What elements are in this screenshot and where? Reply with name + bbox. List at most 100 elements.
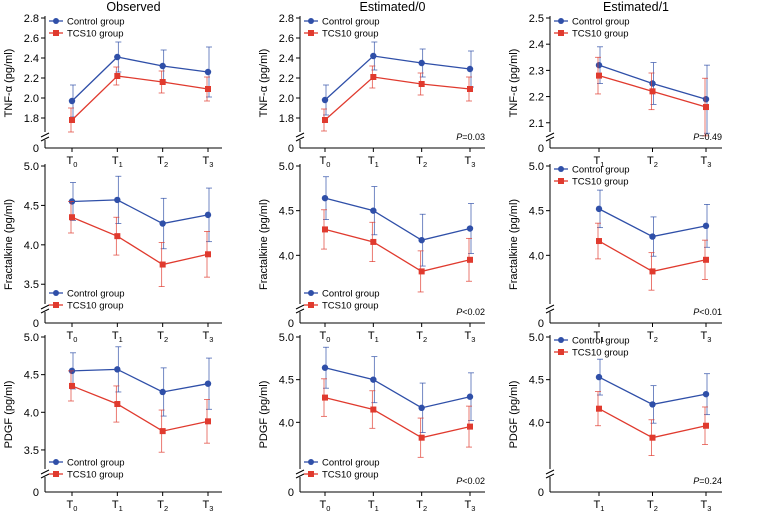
x-tick-label: T1 xyxy=(594,499,605,513)
y-tick-label: 2.6 xyxy=(24,33,39,45)
axis-break-mark xyxy=(40,132,50,142)
x-tick-label: T3 xyxy=(465,155,476,169)
data-point-control xyxy=(595,61,603,69)
y-tick-label: 4.0 xyxy=(529,250,544,262)
legend-marker-tcs10 xyxy=(558,349,564,355)
y-tick-label: 1.8 xyxy=(24,113,39,125)
panel-fkn-est0: 0 4.0 4.5 5.0 Fractalkine (pg/ml) T0 T1 T2 T3 Con… xyxy=(258,161,485,344)
series-control xyxy=(68,175,212,250)
data-point-tcs10 xyxy=(370,74,377,80)
x-tick-label: T1 xyxy=(594,155,605,169)
x-tick-label: T0 xyxy=(67,499,78,513)
y-tick-label: 2.2 xyxy=(529,92,544,104)
y-tick-label: 4.5 xyxy=(24,370,39,382)
data-point-control xyxy=(370,376,377,383)
data-point-tcs10 xyxy=(205,418,211,425)
data-point-control xyxy=(159,388,166,396)
series-tcs10 xyxy=(321,378,473,458)
x-tick-label: T3 xyxy=(203,155,214,169)
x-tick-label: T2 xyxy=(157,330,168,344)
data-point-control xyxy=(370,207,377,214)
data-point-tcs10 xyxy=(114,233,121,240)
data-point-control xyxy=(649,401,656,408)
y-axis-label: Fractalkine (pg/ml) xyxy=(258,199,270,290)
axis-break-mark xyxy=(545,132,555,142)
axis-break-mark xyxy=(545,304,555,314)
x-tick-label: T2 xyxy=(647,499,658,513)
y-axis-label: PDGF (pg/ml) xyxy=(508,381,520,449)
data-point-control xyxy=(649,233,656,240)
y-tick-label: 5.0 xyxy=(279,332,294,344)
data-point-tcs10 xyxy=(69,382,75,389)
x-tick-label: T1 xyxy=(368,155,379,169)
series-line xyxy=(598,208,707,238)
panel-pdgf-est0: 0 4.0 4.5 5.0 PDGF (pg/ml) T0 T1 T2 T3 Control gr… xyxy=(258,332,485,513)
series-tcs10 xyxy=(321,209,473,293)
series-line xyxy=(71,216,209,266)
data-point-tcs10 xyxy=(159,428,166,435)
legend-marker-control xyxy=(558,166,564,172)
series-line xyxy=(324,197,471,241)
panel-tnf-observed: Observed 0 1.8 2.0 2.2 2.4 2.6 2.8 TNF-α (pg/ml)… xyxy=(3,0,222,169)
x-tick-label: T1 xyxy=(112,155,123,169)
panel-pdgf-est1: 0 4.0 4.5 5.0 PDGF (pg/ml) T1 T2 T3 Control grou… xyxy=(508,332,722,513)
y-axis-label: PDGF (pg/ml) xyxy=(3,381,15,449)
data-point-tcs10 xyxy=(703,104,709,111)
data-point-tcs10 xyxy=(322,226,328,233)
x-tick-label: T3 xyxy=(701,499,712,513)
x-tick-label: T2 xyxy=(647,155,658,169)
p-value-label: P=0.49 xyxy=(693,132,722,142)
legend-label-tcs10: TCS10 group xyxy=(572,177,629,188)
series-line xyxy=(71,199,209,225)
y-tick-label: 4.0 xyxy=(279,417,294,429)
data-point-control xyxy=(418,59,425,67)
x-tick-label: T3 xyxy=(203,499,214,513)
series-tcs10 xyxy=(68,201,211,288)
data-point-tcs10 xyxy=(322,117,328,123)
legend-label-tcs10: TCS10 group xyxy=(322,470,379,481)
y-tick-label: 5.0 xyxy=(529,332,544,344)
data-point-control xyxy=(702,95,710,103)
data-point-tcs10 xyxy=(649,434,656,441)
series-tcs10 xyxy=(321,65,473,132)
legend-label-control: Control group xyxy=(572,165,630,176)
data-point-control xyxy=(418,404,425,412)
legend-marker-control xyxy=(558,337,564,343)
legend-label-control: Control group xyxy=(322,17,380,28)
y-tick-label: 4.5 xyxy=(279,206,294,218)
legend-label-control: Control group xyxy=(322,458,380,469)
axis-break-mark xyxy=(40,469,50,479)
data-point-tcs10 xyxy=(596,72,602,79)
y-tick-label: 0 xyxy=(538,318,544,330)
legend-label-tcs10: TCS10 group xyxy=(67,470,124,481)
legend-marker-control xyxy=(308,459,314,465)
data-point-control xyxy=(321,364,329,371)
series-tcs10 xyxy=(68,370,211,453)
data-point-tcs10 xyxy=(649,88,656,95)
data-point-control xyxy=(114,196,121,204)
data-point-control xyxy=(68,97,76,105)
data-point-control xyxy=(466,225,474,232)
data-point-tcs10 xyxy=(322,394,328,401)
y-tick-label: 0 xyxy=(288,143,294,155)
series-line xyxy=(324,396,471,439)
panel-title: Estimated/1 xyxy=(603,0,669,14)
y-tick-label: 0 xyxy=(33,487,39,499)
legend-marker-control xyxy=(53,290,59,296)
axis-break-mark xyxy=(295,304,305,314)
data-point-control xyxy=(159,220,166,227)
series-tcs10 xyxy=(595,222,709,291)
x-tick-label: T3 xyxy=(701,155,712,169)
series-tcs10 xyxy=(595,56,709,137)
data-point-control xyxy=(466,393,474,400)
y-tick-label: 5.0 xyxy=(529,161,544,173)
data-point-tcs10 xyxy=(703,422,709,429)
x-tick-label: T1 xyxy=(112,330,123,344)
legend-label-tcs10: TCS10 group xyxy=(572,29,629,40)
axis-break-mark xyxy=(545,469,555,479)
